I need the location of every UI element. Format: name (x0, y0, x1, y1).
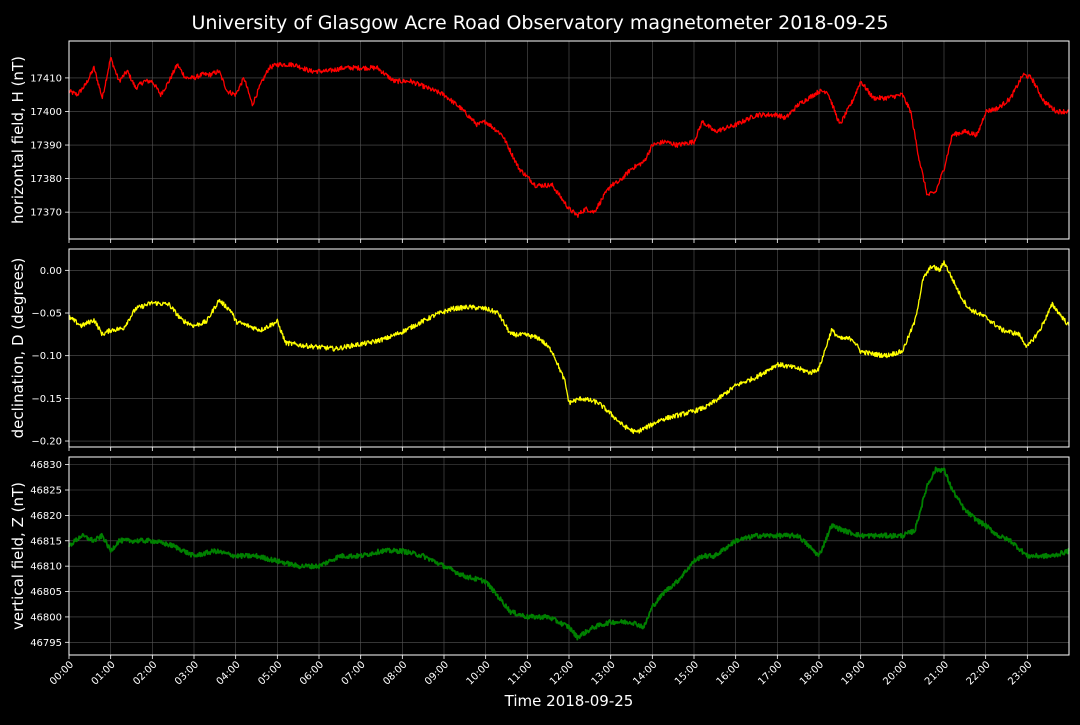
vertical-field-y-tick-label: 46815 (30, 536, 62, 547)
x-tick-label: 02:00 (131, 659, 159, 687)
vertical-field-y-axis-label: vertical field, Z (nT) (9, 482, 27, 630)
vertical-field-y-tick-label: 46825 (30, 486, 62, 497)
x-tick-label: 04:00 (215, 659, 243, 687)
x-tick-label: 11:00 (506, 659, 534, 687)
x-tick-label: 15:00 (673, 659, 701, 687)
x-tick-label: 03:00 (173, 659, 201, 687)
chart-title: University of Glasgow Acre Road Observat… (191, 12, 888, 34)
vertical-field-y-tick-label: 46800 (30, 612, 62, 623)
declination-series-line (68, 260, 1070, 435)
horizontal-field-y-tick-label: 17390 (30, 141, 62, 152)
horizontal-field-y-tick-label: 17400 (30, 107, 62, 118)
x-tick-label: 16:00 (715, 659, 743, 687)
vertical-field-y-tick-label: 46805 (30, 587, 62, 598)
declination-y-axis-label: declination, D (degrees) (9, 258, 27, 439)
x-tick-label: 21:00 (923, 659, 951, 687)
x-tick-label: 06:00 (298, 659, 326, 687)
horizontal-field-series-line (68, 56, 1070, 218)
horizontal-field-y-tick-label: 17380 (30, 174, 62, 185)
horizontal-field-y-axis-label: horizontal field, H (nT) (9, 56, 27, 224)
x-tick-label: 20:00 (881, 659, 909, 687)
declination-y-tick-label: −0.05 (31, 309, 62, 320)
x-tick-label: 19:00 (840, 659, 868, 687)
x-tick-label: 22:00 (965, 659, 993, 687)
declination-y-tick-label: 0.00 (40, 266, 62, 277)
declination-y-tick-label: −0.20 (31, 437, 62, 448)
x-tick-label: 14:00 (631, 659, 659, 687)
x-tick-label: 23:00 (1006, 659, 1034, 687)
x-tick-label: 01:00 (90, 659, 118, 687)
vertical-field-y-tick-label: 46810 (30, 562, 62, 573)
x-tick-label: 08:00 (381, 659, 409, 687)
x-tick-label: 18:00 (798, 659, 826, 687)
x-tick-label: 10:00 (465, 659, 493, 687)
x-tick-label: 07:00 (340, 659, 368, 687)
declination-panel-frame (68, 248, 1070, 448)
x-tick-label: 12:00 (548, 659, 576, 687)
vertical-field-y-tick-label: 46830 (30, 460, 62, 471)
x-tick-label: 17:00 (756, 659, 784, 687)
horizontal-field-panel-frame (68, 40, 1070, 240)
vertical-field-panel-frame (68, 456, 1070, 656)
vertical-field-y-tick-label: 46795 (30, 638, 62, 649)
declination-y-tick-label: −0.10 (31, 351, 62, 362)
horizontal-field-y-tick-label: 17370 (30, 208, 62, 219)
x-tick-label: 09:00 (423, 659, 451, 687)
x-tick-label: 13:00 (590, 659, 618, 687)
horizontal-field-y-tick-label: 17410 (30, 73, 62, 84)
vertical-field-series-line (68, 466, 1070, 641)
vertical-field-y-tick-label: 46820 (30, 511, 62, 522)
declination-y-tick-label: −0.15 (31, 394, 62, 405)
x-tick-label: 05:00 (256, 659, 284, 687)
x-tick-label: 00:00 (48, 659, 76, 687)
x-axis-label: Time 2018-09-25 (504, 692, 634, 710)
